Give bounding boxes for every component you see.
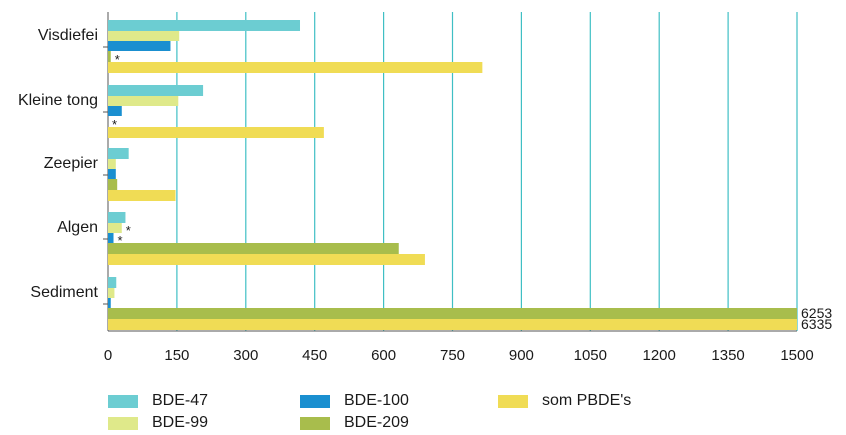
legend: BDE-47 BDE-99 BDE-100 BDE-209 som PBDE's	[108, 384, 708, 432]
bar-bde99-kleine-tong	[108, 96, 179, 106]
value-label: 6335	[801, 316, 832, 332]
x-tick-label: 1350	[711, 347, 744, 364]
bar-bde100-visdiefei	[108, 41, 171, 51]
legend-label-bde99: BDE-99	[152, 414, 209, 431]
bar-som-visdiefei	[108, 62, 483, 73]
x-tick-label: 300	[233, 347, 258, 364]
category-label: Zeepier	[44, 155, 99, 172]
bar-bde99-visdiefei	[108, 31, 180, 41]
bar-chart: 0 150 300 450 600 750 900 1050 1200 1350 1500 Visdi…	[18, 12, 832, 364]
bar-bde209-zeepier	[108, 179, 118, 190]
bar-bde47-kleine-tong	[108, 85, 204, 96]
legend-item-bde47: BDE-47	[108, 392, 208, 410]
bar-bde99-sediment	[108, 288, 115, 298]
bar-bde99-zeepier	[108, 159, 116, 169]
legend-swatch-bde209	[300, 416, 330, 430]
asterisk-marker: *	[126, 223, 131, 238]
asterisk-marker: *	[115, 52, 120, 67]
legend-label-bde209: BDE-209	[344, 414, 409, 431]
bar-bde99-algen	[108, 223, 122, 233]
bar-bde47-visdiefei	[108, 20, 301, 31]
x-tick-label: 600	[371, 347, 396, 364]
bar-bde100-sediment	[108, 298, 111, 308]
x-tick-label: 0	[104, 347, 112, 364]
bar-bde47-algen	[108, 212, 126, 223]
bar-bde209-visdiefei	[108, 51, 111, 62]
legend-swatch-som	[498, 394, 528, 408]
x-tick-label: 1200	[643, 347, 676, 364]
category-label: Algen	[57, 219, 98, 236]
category-label: Sediment	[30, 284, 98, 301]
bar-bde100-kleine-tong	[108, 106, 122, 116]
category-label: Visdiefei	[38, 27, 98, 44]
category-label: Kleine tong	[18, 92, 98, 109]
legend-label-bde47: BDE-47	[152, 392, 209, 409]
legend-item-som: som PBDE's	[498, 392, 631, 410]
bar-som-sediment	[108, 319, 797, 330]
legend-label-bde100: BDE-100	[344, 392, 409, 409]
bar-bde47-zeepier	[108, 148, 129, 159]
bar-bde47-sediment	[108, 277, 117, 288]
bar-som-zeepier	[108, 190, 176, 201]
bar-bde209-sediment	[108, 308, 797, 319]
legend-swatch-bde47	[108, 394, 138, 408]
x-tick-label: 900	[509, 347, 534, 364]
asterisk-marker: *	[118, 233, 123, 248]
legend-item-bde209: BDE-209	[300, 414, 409, 432]
bar-bde209-algen	[108, 243, 399, 254]
legend-item-bde99: BDE-99	[108, 414, 208, 432]
bar-bde100-algen	[108, 233, 114, 243]
bar-som-algen	[108, 254, 425, 265]
x-tick-label: 750	[440, 347, 465, 364]
x-tick-label: 1050	[574, 347, 607, 364]
x-tick-label: 450	[302, 347, 327, 364]
legend-swatch-bde100	[300, 394, 330, 408]
legend-item-bde100: BDE-100	[300, 392, 409, 410]
x-tick-label: 1500	[780, 347, 813, 364]
legend-label-som: som PBDE's	[542, 392, 632, 409]
x-tick-label: 150	[164, 347, 189, 364]
legend-swatch-bde99	[108, 416, 138, 430]
value-label: 6253	[801, 305, 832, 321]
bar-som-kleine-tong	[108, 127, 324, 138]
bar-bde100-zeepier	[108, 169, 116, 179]
asterisk-marker: *	[112, 117, 117, 132]
